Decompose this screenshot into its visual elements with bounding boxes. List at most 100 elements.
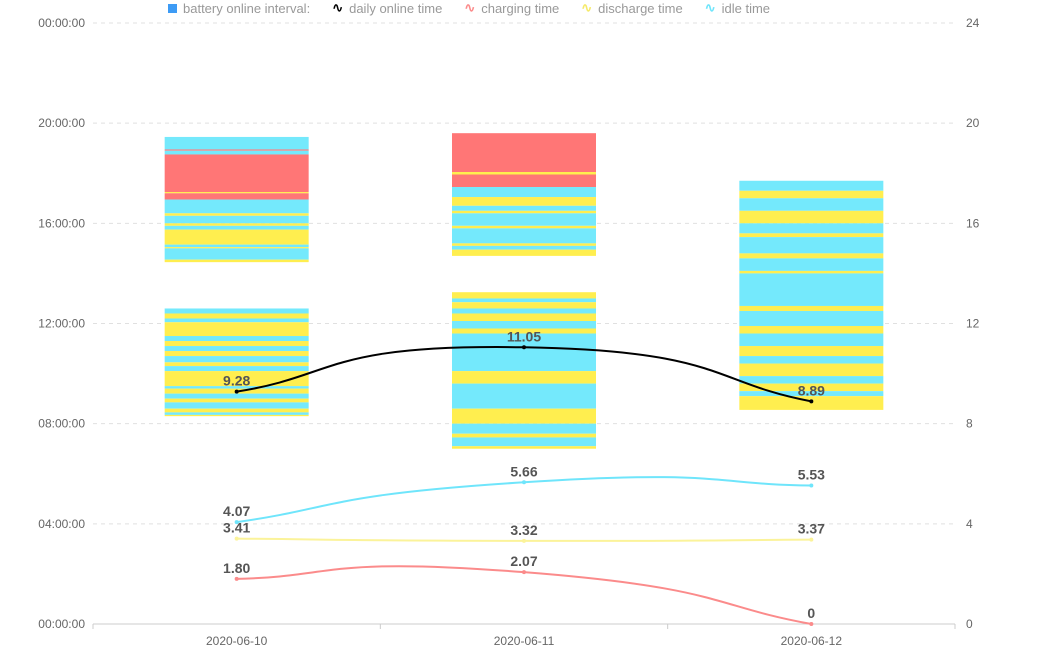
- interval-segment-discharge: [739, 210, 884, 224]
- interval-segment-charge: [164, 154, 309, 193]
- x-tick-label: 2020-06-11: [494, 634, 555, 648]
- data-label: 4.07: [223, 503, 250, 519]
- interval-segment-idle: [452, 320, 596, 329]
- interval-segment-idle: [452, 298, 596, 303]
- legend: battery online interval: ∿ daily online t…: [168, 0, 770, 16]
- data-point: [522, 480, 526, 485]
- interval-segment-discharge: [452, 249, 596, 256]
- interval-segment-discharge: [452, 446, 596, 449]
- data-point: [809, 537, 814, 542]
- right-tick-label: 4: [966, 517, 973, 531]
- data-label: 5.53: [798, 467, 825, 483]
- data-label: 3.32: [510, 522, 537, 538]
- legend-item-charging[interactable]: ∿ charging time: [464, 0, 559, 16]
- legend-label: daily online time: [349, 0, 443, 16]
- interval-segment-discharge: [739, 326, 884, 334]
- interval-segment-discharge: [452, 225, 596, 229]
- interval-segment-idle: [164, 412, 309, 415]
- interval-segment-discharge: [739, 190, 884, 199]
- interval-segment-discharge: [739, 363, 884, 377]
- interval-segment-discharge: [452, 171, 596, 175]
- interval-segment-discharge: [739, 253, 884, 259]
- data-label: 8.89: [798, 382, 825, 398]
- legend-item-online[interactable]: ∿ daily online time: [332, 0, 442, 16]
- right-tick-label: 20: [966, 116, 980, 130]
- right-tick-label: 16: [966, 216, 980, 230]
- left-tick-label: 12:00:00: [38, 317, 85, 331]
- interval-segment-idle: [164, 150, 309, 155]
- legend-title: battery online interval:: [168, 0, 310, 16]
- interval-segment-discharge: [164, 229, 309, 245]
- data-point: [809, 399, 814, 404]
- interval-segment-idle: [739, 198, 884, 211]
- interval-segment-discharge: [452, 292, 596, 299]
- interval-segment-idle: [452, 228, 596, 244]
- interval-segment-discharge: [452, 313, 596, 321]
- series-line-charging-time: [236, 565, 812, 625]
- interval-segment-discharge: [164, 408, 309, 413]
- interval-segment-idle: [164, 318, 309, 323]
- interval-segment-idle: [739, 376, 884, 384]
- interval-segment-discharge: [739, 383, 884, 392]
- interval-segment-discharge: [164, 247, 309, 249]
- interval-segment-idle: [164, 356, 309, 363]
- legend-item-idle[interactable]: ∿ idle time: [705, 0, 770, 16]
- interval-segment-discharge: [739, 270, 884, 274]
- interval-segment-idle: [164, 244, 309, 248]
- interval-segment-discharge: [164, 259, 309, 263]
- data-point: [522, 345, 526, 350]
- legend-label: discharge time: [598, 0, 683, 16]
- interval-segment-idle: [164, 199, 309, 214]
- interval-segment-idle: [452, 437, 596, 447]
- interval-segment-idle: [452, 213, 596, 226]
- data-point: [522, 538, 526, 543]
- data-point: [234, 536, 239, 541]
- interval-segment-idle: [452, 308, 596, 314]
- interval-segment-idle: [452, 333, 596, 372]
- interval-segment-discharge: [452, 328, 596, 334]
- x-tick-label: 2020-06-10: [206, 634, 268, 648]
- interval-segment-charge: [452, 174, 596, 188]
- interval-segment-discharge: [452, 210, 596, 214]
- left-tick-label: 00:00:00: [38, 16, 85, 30]
- interval-segment-discharge: [739, 346, 884, 357]
- interval-segment-idle: [164, 366, 309, 372]
- interval-segment-discharge: [452, 408, 596, 424]
- interval-segment-idle: [164, 225, 309, 230]
- legend-item-discharge[interactable]: ∿ discharge time: [581, 0, 682, 16]
- interval-segment-charge: [164, 193, 309, 200]
- wave-icon: ∿: [704, 0, 716, 15]
- x-tick-label: 2020-06-12: [781, 634, 843, 648]
- right-tick-label: 0: [966, 617, 973, 631]
- data-label: 5.66: [510, 463, 537, 479]
- interval-segment-discharge: [164, 192, 309, 194]
- left-tick-label: 08:00:00: [38, 417, 85, 431]
- data-label: 2.07: [510, 553, 537, 569]
- data-label: 0: [807, 605, 815, 621]
- interval-segment-idle: [164, 346, 309, 352]
- interval-segment-idle: [164, 402, 309, 409]
- wave-icon: ∿: [464, 0, 476, 15]
- data-label: 1.80: [223, 560, 250, 576]
- interval-segment-discharge: [164, 341, 309, 347]
- data-point: [234, 520, 239, 525]
- legend-title-text: battery online interval:: [183, 0, 311, 16]
- interval-segment-idle: [739, 237, 884, 254]
- interval-segment-discharge: [164, 213, 309, 216]
- square-icon: [168, 3, 177, 13]
- interval-segment-idle: [452, 187, 596, 198]
- interval-segment-discharge: [164, 398, 309, 403]
- interval-segment-discharge: [164, 362, 309, 367]
- left-tick-label: 20:00:00: [38, 116, 85, 130]
- interval-segment-discharge: [452, 302, 596, 309]
- left-tick-label: 00:00:00: [38, 617, 85, 631]
- data-point: [234, 576, 239, 581]
- interval-segment-idle: [739, 273, 884, 306]
- interval-segment-charge: [164, 149, 309, 151]
- right-tick-label: 12: [966, 317, 980, 331]
- wave-icon: ∿: [332, 0, 344, 15]
- data-label: 3.41: [223, 520, 250, 536]
- data-point: [809, 483, 814, 488]
- interval-segment-idle: [739, 391, 884, 397]
